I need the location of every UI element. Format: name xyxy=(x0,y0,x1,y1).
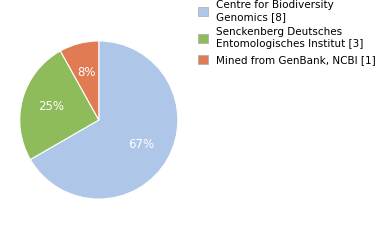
Wedge shape xyxy=(20,51,99,160)
Wedge shape xyxy=(60,41,99,120)
Text: 67%: 67% xyxy=(128,138,154,151)
Wedge shape xyxy=(30,41,178,199)
Text: 8%: 8% xyxy=(77,66,96,79)
Legend: Centre for Biodiversity
Genomics [8], Senckenberg Deutsches
Entomologisches Inst: Centre for Biodiversity Genomics [8], Se… xyxy=(198,0,376,65)
Text: 25%: 25% xyxy=(38,101,65,114)
